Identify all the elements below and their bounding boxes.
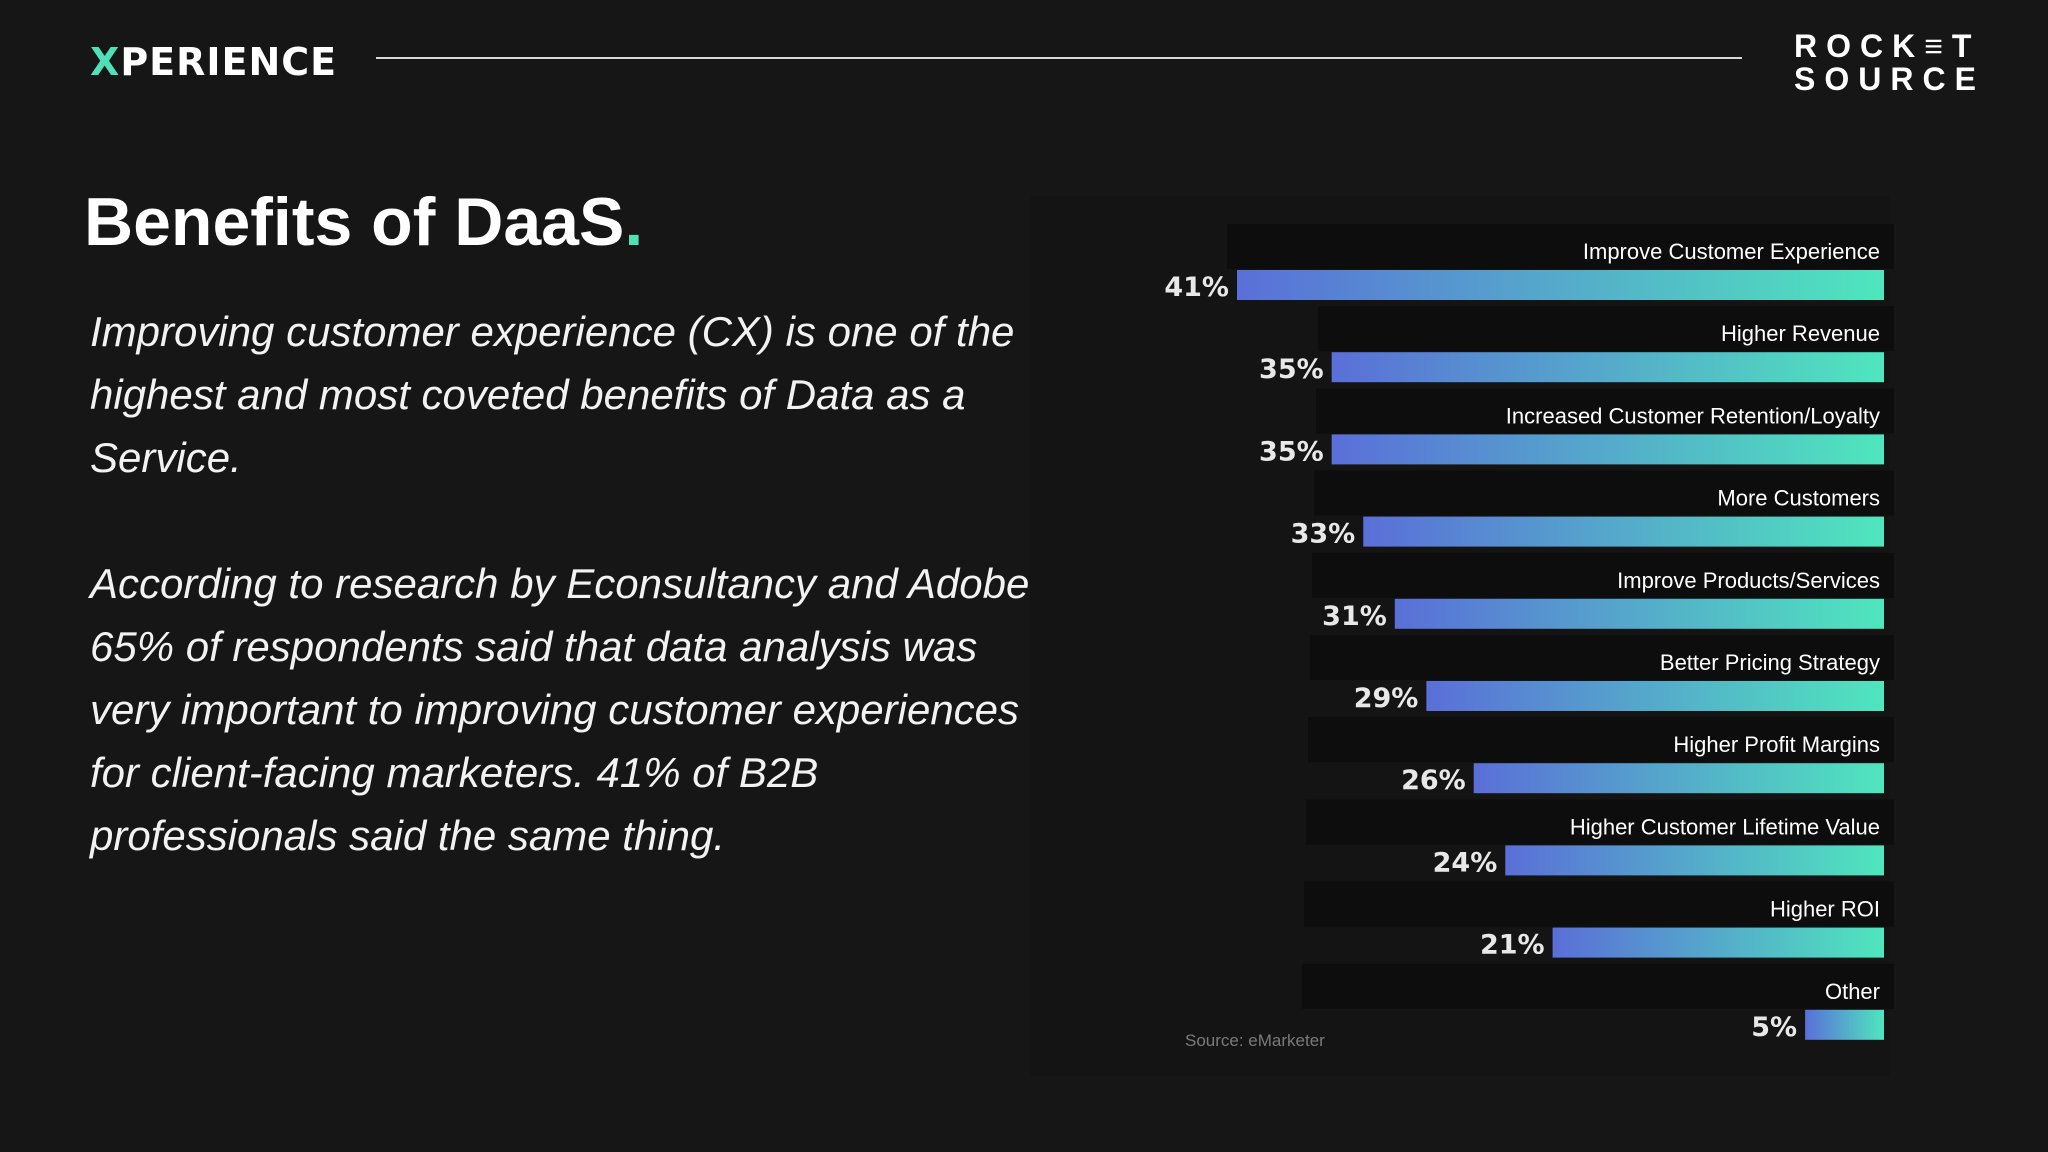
chart-value-label: 35% xyxy=(1259,436,1324,467)
rocketsource-logo-line2: SOURCE xyxy=(1794,61,1985,97)
chart-bar xyxy=(1473,763,1884,794)
chart-category-labels: Improve Customer Experience Higher Revenu… xyxy=(1506,239,1880,1004)
chart-value-label: 5% xyxy=(1751,1012,1797,1043)
rocketsource-logo: ROCK≡T SOURCE xyxy=(1794,30,1984,96)
chart-category-label: Higher ROI xyxy=(1770,897,1880,922)
chart-category-label: Better Pricing Strategy xyxy=(1660,650,1880,675)
chart-bar xyxy=(1394,598,1884,629)
body-text: Improving customer experience (CX) is on… xyxy=(90,300,1050,867)
body-paragraph-2: According to research by Econsultancy an… xyxy=(90,560,1042,859)
chart-label-band xyxy=(1308,717,1894,763)
chart-label-band xyxy=(1302,963,1894,1009)
chart-value-label: 21% xyxy=(1480,930,1545,961)
chart-category-label: More Customers xyxy=(1717,486,1880,511)
chart-label-band xyxy=(1316,388,1894,434)
chart-bar xyxy=(1237,270,1884,300)
chart-label-band xyxy=(1304,881,1894,927)
xperience-logo-text: PERIENCE xyxy=(120,40,338,84)
source-note: Source: eMarketer xyxy=(1185,1031,1325,1050)
chart-value-label: 26% xyxy=(1401,765,1466,796)
chart-label-bands xyxy=(1227,224,1894,1009)
chart-bar xyxy=(1426,681,1884,711)
body-paragraph-1: Improving customer experience (CX) is on… xyxy=(90,308,1015,481)
chart-bar xyxy=(1552,927,1884,958)
chart-bars xyxy=(1237,270,1884,1040)
chart-value-labels: 41% 35% 35% 33% 31% 29% 26% 24% 21% 5% xyxy=(1164,272,1797,1043)
page-title-text: Benefits of DaaS xyxy=(84,184,625,260)
chart-category-label: Other xyxy=(1825,979,1880,1004)
page-title-dot: . xyxy=(624,184,644,260)
chart-value-label: 35% xyxy=(1259,354,1324,385)
xperience-logo: XPERIENCE xyxy=(90,40,337,84)
chart-category-label: Higher Customer Lifetime Value xyxy=(1570,814,1880,839)
chart-label-band xyxy=(1310,635,1894,680)
chart-bar xyxy=(1505,845,1884,876)
chart-label-band xyxy=(1306,799,1894,845)
chart-bar xyxy=(1331,352,1884,383)
chart-category-label: Improve Customer Experience xyxy=(1583,239,1880,264)
chart-bar xyxy=(1363,516,1884,547)
header-divider xyxy=(376,57,1742,59)
chart-value-label: 41% xyxy=(1164,272,1229,303)
chart-label-band xyxy=(1314,470,1894,516)
chart-value-label: 33% xyxy=(1291,519,1356,550)
chart-category-label: Increased Customer Retention/Loyalty xyxy=(1506,403,1880,428)
chart-value-label: 24% xyxy=(1433,847,1498,878)
chart-category-label: Improve Products/Services xyxy=(1617,568,1880,593)
rocketsource-logo-line1: ROCK≡T xyxy=(1794,28,1981,64)
chart-label-band xyxy=(1227,224,1894,269)
chart-value-label: 29% xyxy=(1354,683,1419,714)
chart-category-label: Higher Profit Margins xyxy=(1673,732,1880,757)
xperience-logo-mark: X xyxy=(90,40,121,84)
chart-value-label: 31% xyxy=(1322,601,1387,632)
chart-bar xyxy=(1805,1009,1884,1040)
page-title: Benefits of DaaS. xyxy=(84,182,643,262)
chart-category-label: Higher Revenue xyxy=(1721,321,1880,346)
chart-bar xyxy=(1331,434,1884,465)
chart-label-band xyxy=(1318,306,1894,352)
chart-label-band xyxy=(1312,552,1894,598)
